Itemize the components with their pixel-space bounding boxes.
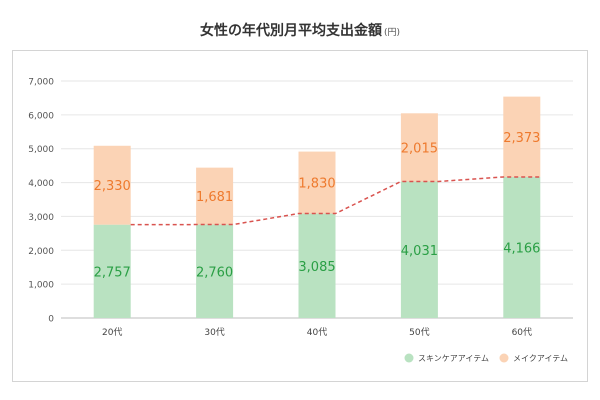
bar-segment-skincare [400, 181, 438, 318]
data-label: 2,015 [401, 141, 438, 156]
data-label: 2,757 [94, 265, 131, 280]
data-label: 1,830 [298, 177, 335, 192]
chart-unit: (円) [383, 28, 401, 38]
y-tick-label: 1,000 [28, 281, 54, 291]
bar-segment-makeup [298, 151, 336, 214]
data-label: 3,085 [298, 260, 335, 275]
x-tick-label: 40代 [307, 327, 327, 338]
data-label: 4,166 [503, 241, 540, 256]
x-tick-label: 60代 [512, 327, 532, 338]
x-tick-label: 30代 [204, 327, 224, 338]
bar-segment-makeup [400, 113, 438, 182]
bar-segment-skincare [196, 224, 234, 318]
y-tick-label: 7,000 [28, 78, 54, 88]
legend-swatch-skincare [404, 353, 414, 363]
stacked-bar-chart: 0 1,000 2,000 3,000 4,000 5,000 6,000 7,000 2,75… [28, 78, 573, 363]
y-tick-label: 0 [48, 315, 54, 325]
chart-panel: 0 1,000 2,000 3,000 4,000 5,000 6,000 7,000 2,75… [12, 50, 588, 382]
legend-label: スキンケアアイテム [418, 354, 489, 363]
legend-swatch-makeup [499, 353, 509, 363]
bar-segment-makeup [503, 96, 541, 177]
bar-segment-makeup [93, 145, 131, 225]
y-tick-label: 3,000 [28, 213, 54, 223]
data-label: 2,760 [196, 265, 233, 280]
data-label: 1,681 [196, 190, 233, 205]
chart-title: 女性の年代別月平均支出金額 [199, 23, 382, 39]
chart-title-row: 女性の年代別月平均支出金額 (円) [0, 20, 600, 40]
legend-label: メイクアイテム [513, 354, 568, 363]
trend-line [130, 176, 541, 226]
bar-segment-skincare [298, 213, 336, 318]
bar-segment-skincare [93, 224, 131, 318]
data-label: 2,330 [94, 179, 131, 194]
data-label: 2,373 [503, 131, 540, 146]
y-tick-label: 6,000 [28, 111, 54, 121]
bar-segment-makeup [196, 167, 234, 225]
y-tick-label: 4,000 [28, 179, 54, 189]
x-tick-label: 50代 [409, 327, 429, 338]
bar-segment-skincare [503, 176, 541, 318]
x-tick-label: 20代 [102, 327, 122, 338]
y-tick-label: 5,000 [28, 145, 54, 155]
data-label: 4,031 [401, 244, 438, 259]
y-tick-label: 2,000 [28, 247, 54, 257]
